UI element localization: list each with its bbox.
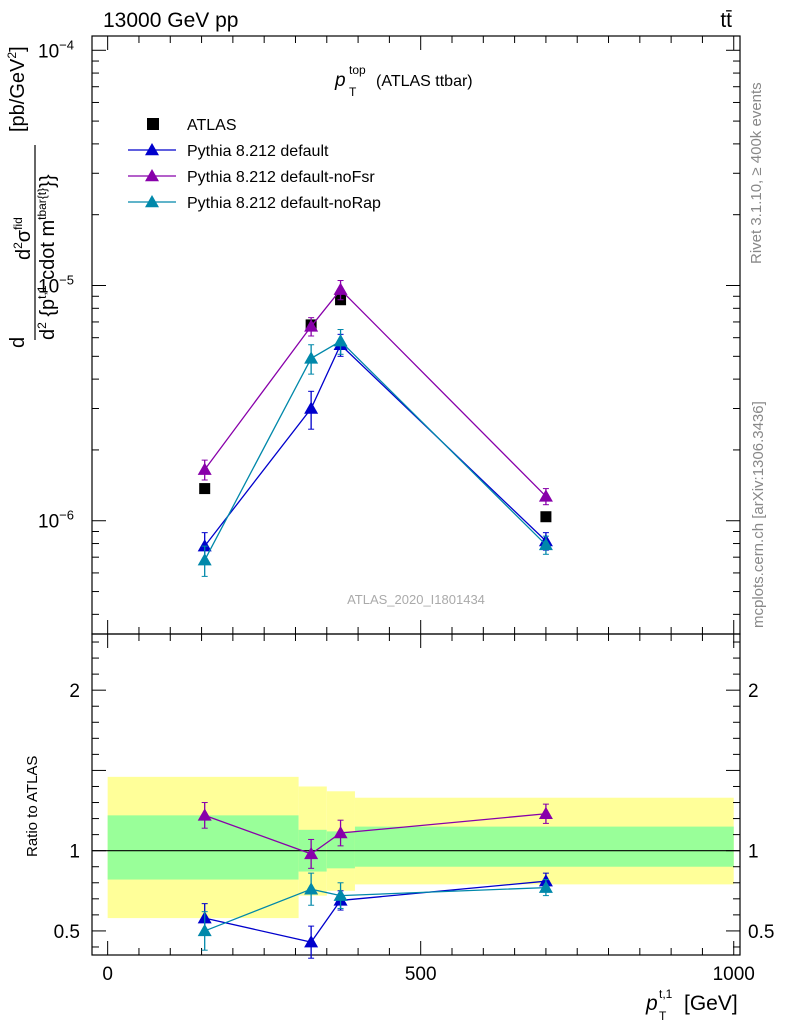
ratio-y-tick-label: 2 [69,681,80,702]
y-tick-base: 10 [38,277,59,298]
ratio-uncertainty-bands [107,776,734,919]
y-tick-base: 10 [38,41,59,62]
y-tick-exp: −5 [59,273,74,288]
ratio-data-point [333,888,348,901]
ratio-y-tick-label: 1 [69,842,80,863]
main-series [197,280,553,577]
legend-marker [147,118,159,130]
mc-data-point [333,282,348,295]
main-series-1 [197,333,553,563]
ratio-series-2 [197,872,553,951]
mc-data-point [304,319,319,332]
ratio-series-1 [197,802,553,869]
green-band-0 [107,815,299,880]
ratio-frame [91,633,741,956]
ratio-data-point [197,923,212,937]
ratio-data-point [304,935,319,948]
legend-marker [145,195,159,208]
ratio-data-point [538,806,553,820]
ylabel-denominator: d2 {pt,1 cdot mtbar{t}}} [35,174,59,340]
mc-data-point [538,537,553,551]
title-var: p [334,70,346,91]
ratio-data-point [197,808,212,821]
ratio-series [197,802,553,959]
legend-item-3: Pythia 8.212 default-noRap [128,195,381,212]
mc-data-point [197,539,212,552]
ylabel-numerator-body: d2σfid [11,217,35,260]
x-axis-label: p t,1 T [GeV] [645,987,738,1023]
atlas-data-point [540,511,552,523]
title-text: (ATLAS ttbar) [376,73,473,90]
main-series-0 [199,294,552,523]
ratio-series-line [204,813,546,855]
xlabel-var: p [645,992,658,1015]
x-tick-label: 0 [102,964,113,985]
ratio-data-point [304,882,319,895]
legend-label: Pythia 8.212 default-noRap [187,195,381,212]
mc-data-point [538,489,553,502]
main-series-2 [197,280,553,506]
ratio-series-line [204,886,546,932]
legend-marker [145,143,159,156]
title-var-sup: top [349,63,366,77]
ylabel-units: [pb/GeV2] [5,46,29,132]
x-tick-label: 500 [405,964,437,985]
energy-label: 13000 GeV pp [103,9,238,32]
legend-label: ATLAS [187,117,237,134]
main-axes: 10−410−510−6 [38,35,741,635]
main-series-line [204,340,547,561]
ratio-data-point [538,880,553,893]
xlabel-sub: T [659,1009,667,1023]
green-band-3 [354,826,734,867]
y-tick-label: 10−5 [38,273,74,298]
ratio-data-point [333,826,348,839]
main-series-3 [197,329,553,577]
analysis-watermark: ATLAS_2020_I1801434 [347,592,485,607]
ratio-data-point [304,846,319,860]
ratio-y-tick-label: 0.5 [54,922,80,943]
ylabel-numerator: d [7,337,29,348]
ratio-y-tick-label-right: 2 [748,681,759,702]
mc-data-point [333,334,348,347]
title-var-sub: T [349,85,357,99]
main-series-line [204,288,547,497]
y-tick-exp: −6 [59,508,74,523]
ratio-ylabel: Ratio to ATLAS [24,756,41,857]
legend-label: Pythia 8.212 default-noFsr [187,169,375,186]
xlabel-units: [GeV] [684,992,738,1015]
legend-label: Pythia 8.212 default [187,143,329,160]
process-label: tt̄ [720,9,732,32]
legend-item-1: Pythia 8.212 default [128,143,329,160]
atlas-data-point [199,483,211,495]
ratio-axes: 0 500 1000 0.5 0.5 1 1 2 2 [54,633,774,985]
legend-item-2: Pythia 8.212 default-noFsr [128,169,375,186]
mc-data-point [197,462,212,475]
main-title: p top T (ATLAS ttbar) [334,63,473,99]
mc-data-point [197,553,212,566]
main-ylabel: d d2σfid d2 {pt,1 cdot mtbar{t}}} [pb/Ge… [5,46,59,348]
mc-data-point [304,351,319,364]
xlabel-sup: t,1 [659,987,673,1001]
site-label: mcplots.cern.ch [arXiv:1306.3436] [750,401,767,628]
ratio-series-line [204,880,546,943]
ratio-y-tick-label-right: 0.5 [748,922,774,943]
legend-marker [145,169,159,182]
rivet-label: Rivet 3.1.10, ≥ 400k events [748,82,765,264]
legend-item-0: ATLAS [147,117,237,134]
y-tick-base: 10 [38,512,59,533]
y-tick-exp: −4 [59,37,74,52]
y-tick-label: 10−4 [38,37,74,62]
mc-data-point [304,401,319,414]
y-tick-label: 10−6 [38,508,74,533]
ratio-y-tick-label-right: 1 [748,842,759,863]
x-tick-label: 1000 [713,964,755,985]
legend: ATLAS Pythia 8.212 default Pythia 8.212 de… [128,117,381,212]
